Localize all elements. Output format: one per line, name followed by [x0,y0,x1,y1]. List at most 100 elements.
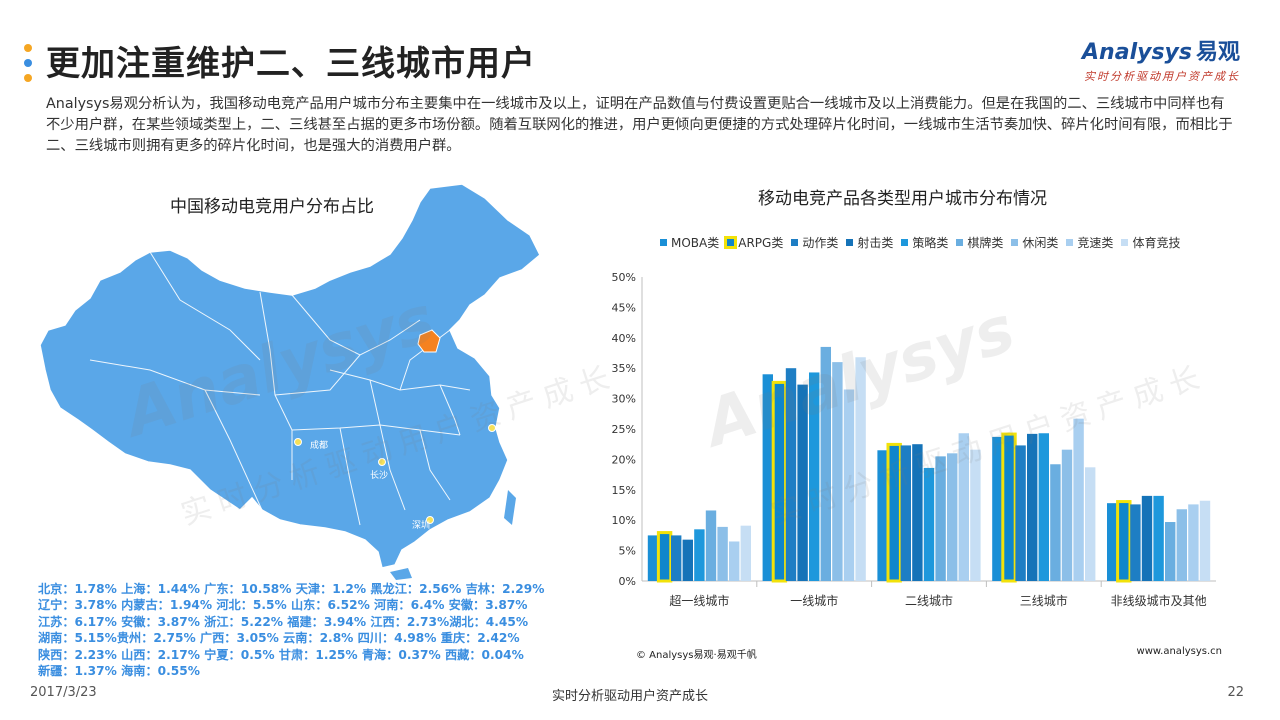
legend-label: 体育竞技 [1132,236,1181,250]
x-tick-label: 一线城市 [790,593,838,608]
bar-highlight [886,442,902,583]
taiwan-island [504,490,516,525]
bar [671,535,682,581]
bullet-dot-3 [24,74,32,82]
bar [843,389,855,581]
china-map-shape [39,183,541,569]
bar [1165,522,1176,581]
legend-item: 动作类 [791,234,838,251]
bar [1085,467,1096,581]
bar [832,362,843,581]
bar [762,374,773,581]
analysys-logo: Analysys 易观 实时分析驱动用户资产成长 [1050,34,1240,84]
chart-legend: MOBA类 ARPG类 动作类 射击类 策略类 棋牌类 休闲类 竞速类 体育竞技 [660,234,1188,251]
chart-title: 移动电竞产品各类型用户城市分布情况 [758,189,1047,209]
y-tick-label: 50% [612,271,636,284]
province-stats: 北京：1.78% 上海：1.44% 广东：10.58% 天津：1.2% 黑龙江：… [38,581,544,679]
y-tick-label: 10% [612,514,636,527]
bar [740,525,751,581]
page-title: 更加注重维护二、三线城市用户 [46,44,536,84]
bar [1188,504,1199,581]
hainan-island [390,568,412,580]
legend-item: 射击类 [846,234,893,251]
bar [912,444,923,581]
intro-paragraph: Analysys易观分析认为，我国移动电竞产品用户城市分布主要集中在一线城市及以… [46,96,1233,154]
bar [1073,418,1084,581]
legend-label: 竞速类 [1077,236,1114,250]
shanghai-marker [488,424,496,432]
map-city-label: 长沙 [370,469,388,481]
bar [1027,433,1038,581]
bullet-dot-1 [24,44,32,52]
y-tick-label: 0% [619,575,636,588]
bar-chart: 0% 5% 10% 15% 20% 25% 30% 35% 40% 45% 50% 超一线城市 一线城市… [612,271,1216,608]
bar [1038,433,1049,581]
china-map: 上海 成都 长沙 深圳 [30,180,570,580]
x-tick-label: 非线级城市及其他 [1111,593,1207,608]
legend-item: 策略类 [901,234,948,251]
stats-line: 新疆：1.37% 海南：0.55% [38,664,200,679]
legend-item: 体育竞技 [1121,234,1180,251]
bar [1015,445,1026,581]
legend-label: ARPG类 [738,236,784,250]
website-text: www.analysys.cn [1136,646,1222,657]
bar [947,453,958,581]
logo-cn-text: 易观 [1195,40,1240,65]
bar [729,541,740,581]
bar [958,433,969,581]
bar [797,384,808,581]
y-tick-label: 35% [612,362,636,375]
legend-label: 休闲类 [1022,236,1059,250]
bar-highlight [1116,500,1132,583]
bar [774,383,785,581]
y-tick-label: 5% [619,545,636,558]
legend-swatch [956,239,964,246]
china-map-svg: 上海 成都 长沙 深圳 [39,183,541,580]
legend-swatch [791,239,799,246]
legend-swatch [1121,239,1129,246]
legend-label: 射击类 [857,236,894,250]
footer-date: 2017/3/23 [30,685,97,700]
logo-slogan: 实时分析驱动用户资产成长 [1084,70,1240,83]
legend-label: 动作类 [802,236,839,250]
stats-line: 辽宁：3.78% 内蒙古：1.94% 河北：5.5% 山东：6.52% 河南：6… [38,598,528,613]
stats-line: 北京：1.78% 上海：1.44% 广东：10.58% 天津：1.2% 黑龙江：… [38,582,545,596]
page-number: 22 [1227,685,1244,700]
bar [923,467,935,581]
bar [1176,509,1187,581]
title-bullet-dots [24,44,34,89]
legend-label: 策略类 [912,236,949,250]
bar [1153,495,1164,581]
legend-label: MOBA类 [671,236,720,250]
bar [820,346,831,581]
chengdu-marker [294,438,302,446]
bar [694,529,705,581]
legend-swatch [660,239,667,246]
bar [659,533,670,581]
bar [705,510,717,581]
changsha-marker [378,458,386,466]
shenzhen-marker [426,516,434,524]
beijing-highlight [417,329,441,353]
legend-label: 棋牌类 [967,236,1004,250]
bar-highlight [771,380,788,583]
bar [1107,503,1118,581]
bar [1003,435,1015,581]
bar [682,539,693,581]
bar [1050,464,1061,581]
y-tick-label: 30% [612,393,636,406]
bar [992,436,1003,581]
copyright-text: © Analysys易观·易观千帆 [636,650,757,661]
y-tick-label: 15% [612,484,636,497]
stats-line: 陕西：2.23% 山西：2.17% 宁夏：0.5% 甘肃：1.25% 青海：0.… [38,647,524,662]
map-city-label: 上海 [500,425,518,437]
legend-item: 休闲类 [1011,234,1058,251]
bullet-dot-2 [24,59,32,67]
x-tick-label: 三线城市 [1020,593,1068,608]
y-tick-label: 45% [612,301,636,314]
map-title: 中国移动电竞用户分布占比 [170,197,374,217]
bar [900,445,911,581]
y-tick-label: 25% [612,423,636,436]
bar [785,368,797,581]
bar [889,445,900,581]
